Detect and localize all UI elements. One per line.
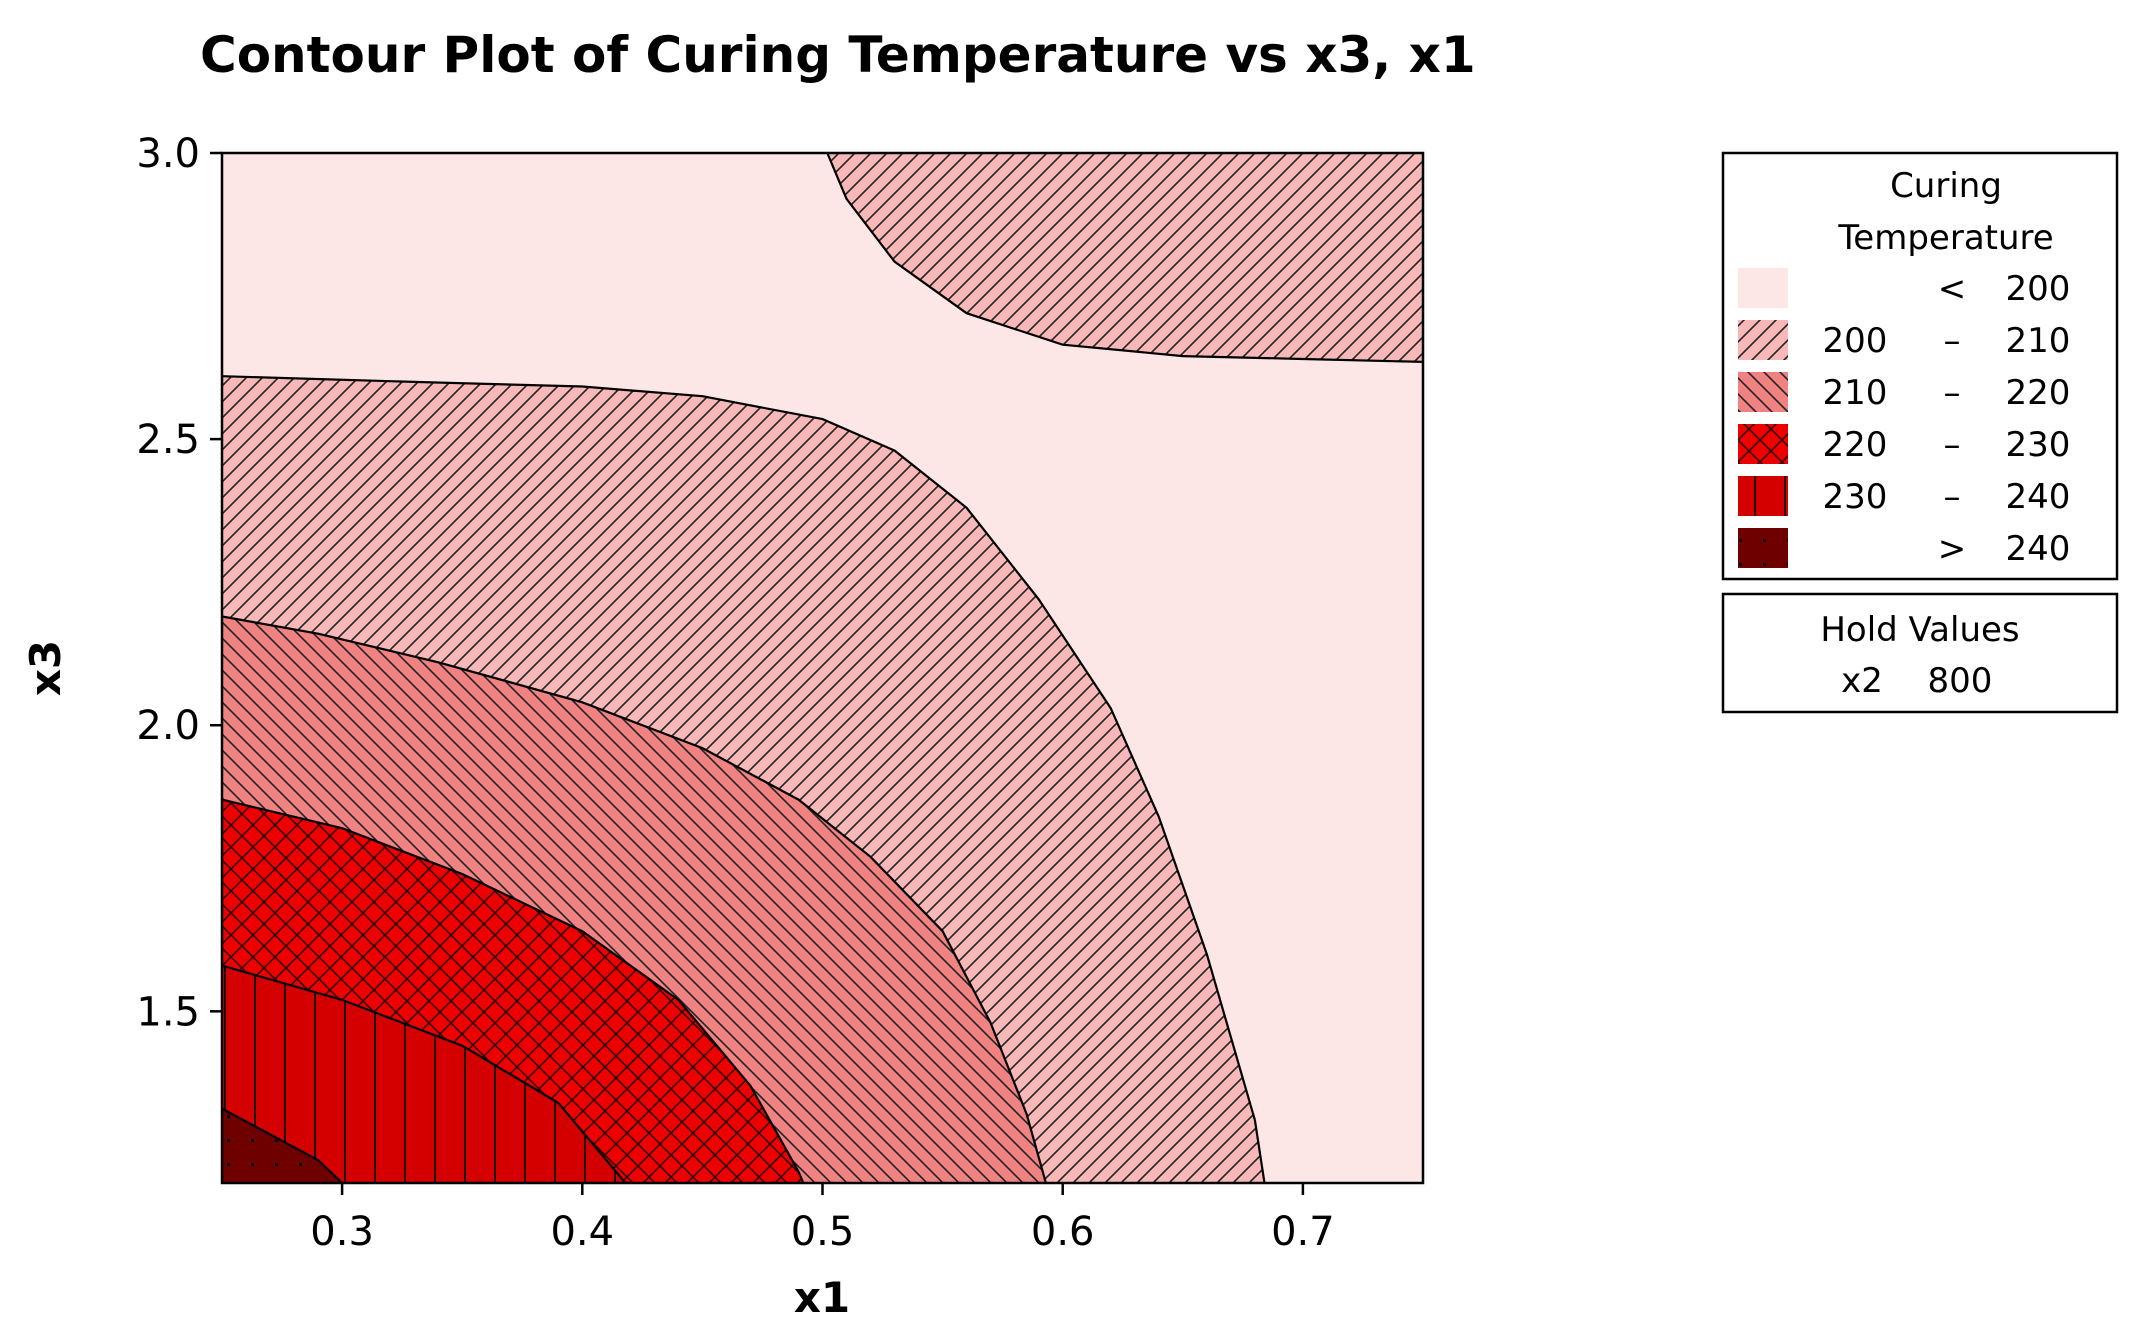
contour-line-200-0 [826, 153, 1423, 363]
contour-line-200-1 [222, 375, 1266, 1183]
legend-op: – [1944, 373, 1961, 413]
legend-high: 200 [2006, 269, 2071, 309]
legend-low: 210 [1823, 373, 1888, 413]
contour-line-240-5 [222, 1107, 343, 1183]
y-tick-label: 1.5 [136, 989, 200, 1035]
legend-low: 220 [1823, 425, 1888, 465]
x-tick-label: 0.5 [791, 1209, 855, 1255]
x-axis-label: x1 [794, 1273, 850, 1322]
x-tick-label: 0.7 [1271, 1209, 1335, 1255]
legend-op: – [1944, 477, 1961, 517]
axes: 0.3 0.4 0.5 0.6 0.7 1.5 2.0 2.5 3.0 [136, 131, 1334, 1255]
y-tick-label: 2.0 [136, 703, 200, 749]
hold-values-frame [1721, 592, 2119, 714]
legend-title-line2: Temperature [1837, 218, 2053, 258]
contour-line-220-3 [222, 798, 805, 1183]
hold-values-value: 800 [1928, 661, 1993, 701]
x-tick-label: 0.3 [310, 1209, 374, 1255]
contour-lines [222, 153, 1423, 1183]
legend-swatch [1738, 372, 1788, 412]
legend-low: 200 [1823, 321, 1888, 361]
legend-swatch [1738, 528, 1788, 568]
legend-high: 210 [2006, 321, 2071, 361]
hold-values-title: Hold Values [1820, 610, 2019, 650]
legend-op: – [1944, 321, 1961, 361]
legend-swatch [1738, 424, 1788, 464]
legend-high: 240 [2006, 477, 2071, 517]
region-gt-240 [222, 1108, 343, 1183]
y-tick-label: 3.0 [136, 131, 200, 177]
contour-regions [222, 153, 1423, 1183]
legend-swatch [1738, 268, 1788, 308]
legend-box [1721, 151, 2119, 581]
y-axis-label: x3 [21, 640, 70, 696]
region-200-210-upper [827, 153, 1423, 362]
legend-op: > [1938, 529, 1967, 569]
legend-high: 220 [2006, 373, 2071, 413]
legend-op: < [1938, 269, 1967, 309]
legend-high: 240 [2006, 529, 2071, 569]
y-tick-label: 2.5 [136, 417, 200, 463]
contour-line-210-2 [222, 615, 1047, 1183]
hold-values-variable: x2 [1841, 661, 1883, 701]
chart-title: Contour Plot of Curing Temperature vs x3… [200, 26, 1476, 84]
legend-high: 230 [2006, 425, 2071, 465]
legend-title-line1: Curing [1890, 166, 2002, 206]
legend: Curing Temperature <200 200 – 210 210 – 220 220… [1721, 151, 2119, 581]
region-230-240 [222, 965, 626, 1183]
legend-entries: <200 200 – 210 210 – 220 220 – 230 230 – 240 > 240 [1738, 268, 2070, 569]
legend-low: 230 [1823, 477, 1888, 517]
legend-swatch [1738, 320, 1788, 360]
hold-values-box: Hold Values x2 800 [1721, 592, 2119, 714]
x-tick-label: 0.6 [1031, 1209, 1095, 1255]
legend-swatch [1738, 476, 1788, 516]
legend-op: – [1944, 425, 1961, 465]
x-tick-label: 0.4 [550, 1209, 614, 1255]
contour-line-230-4 [222, 964, 627, 1183]
